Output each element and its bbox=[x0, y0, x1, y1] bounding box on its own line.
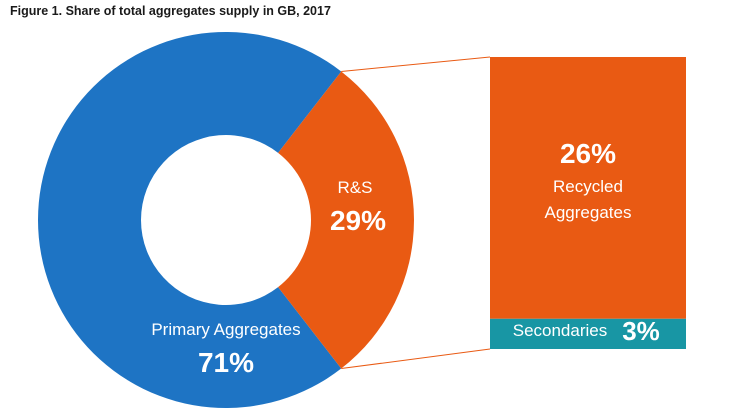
connector-line-bottom bbox=[341, 348, 491, 370]
slice-primary-aggregates bbox=[37, 32, 342, 408]
recycled-name-line1: Recycled bbox=[553, 177, 623, 196]
connector-line-top bbox=[341, 56, 491, 72]
recycled-percent-label: 26% bbox=[560, 138, 616, 169]
rs-name-label: R&S bbox=[338, 178, 373, 197]
chart-title: Figure 1. Share of total aggregates supp… bbox=[10, 4, 331, 18]
primary-percent-label: 71% bbox=[198, 347, 254, 378]
bar-secondaries bbox=[490, 318, 686, 349]
secondaries-name-label: Secondaries bbox=[513, 321, 608, 340]
secondaries-percent-label: 3% bbox=[622, 316, 660, 346]
slice-rs bbox=[278, 71, 414, 369]
recycled-name-line2: Aggregates bbox=[545, 203, 632, 222]
bar-recycled-aggregates bbox=[490, 57, 686, 319]
primary-name-label: Primary Aggregates bbox=[151, 320, 300, 339]
rs-percent-label: 29% bbox=[330, 205, 386, 236]
